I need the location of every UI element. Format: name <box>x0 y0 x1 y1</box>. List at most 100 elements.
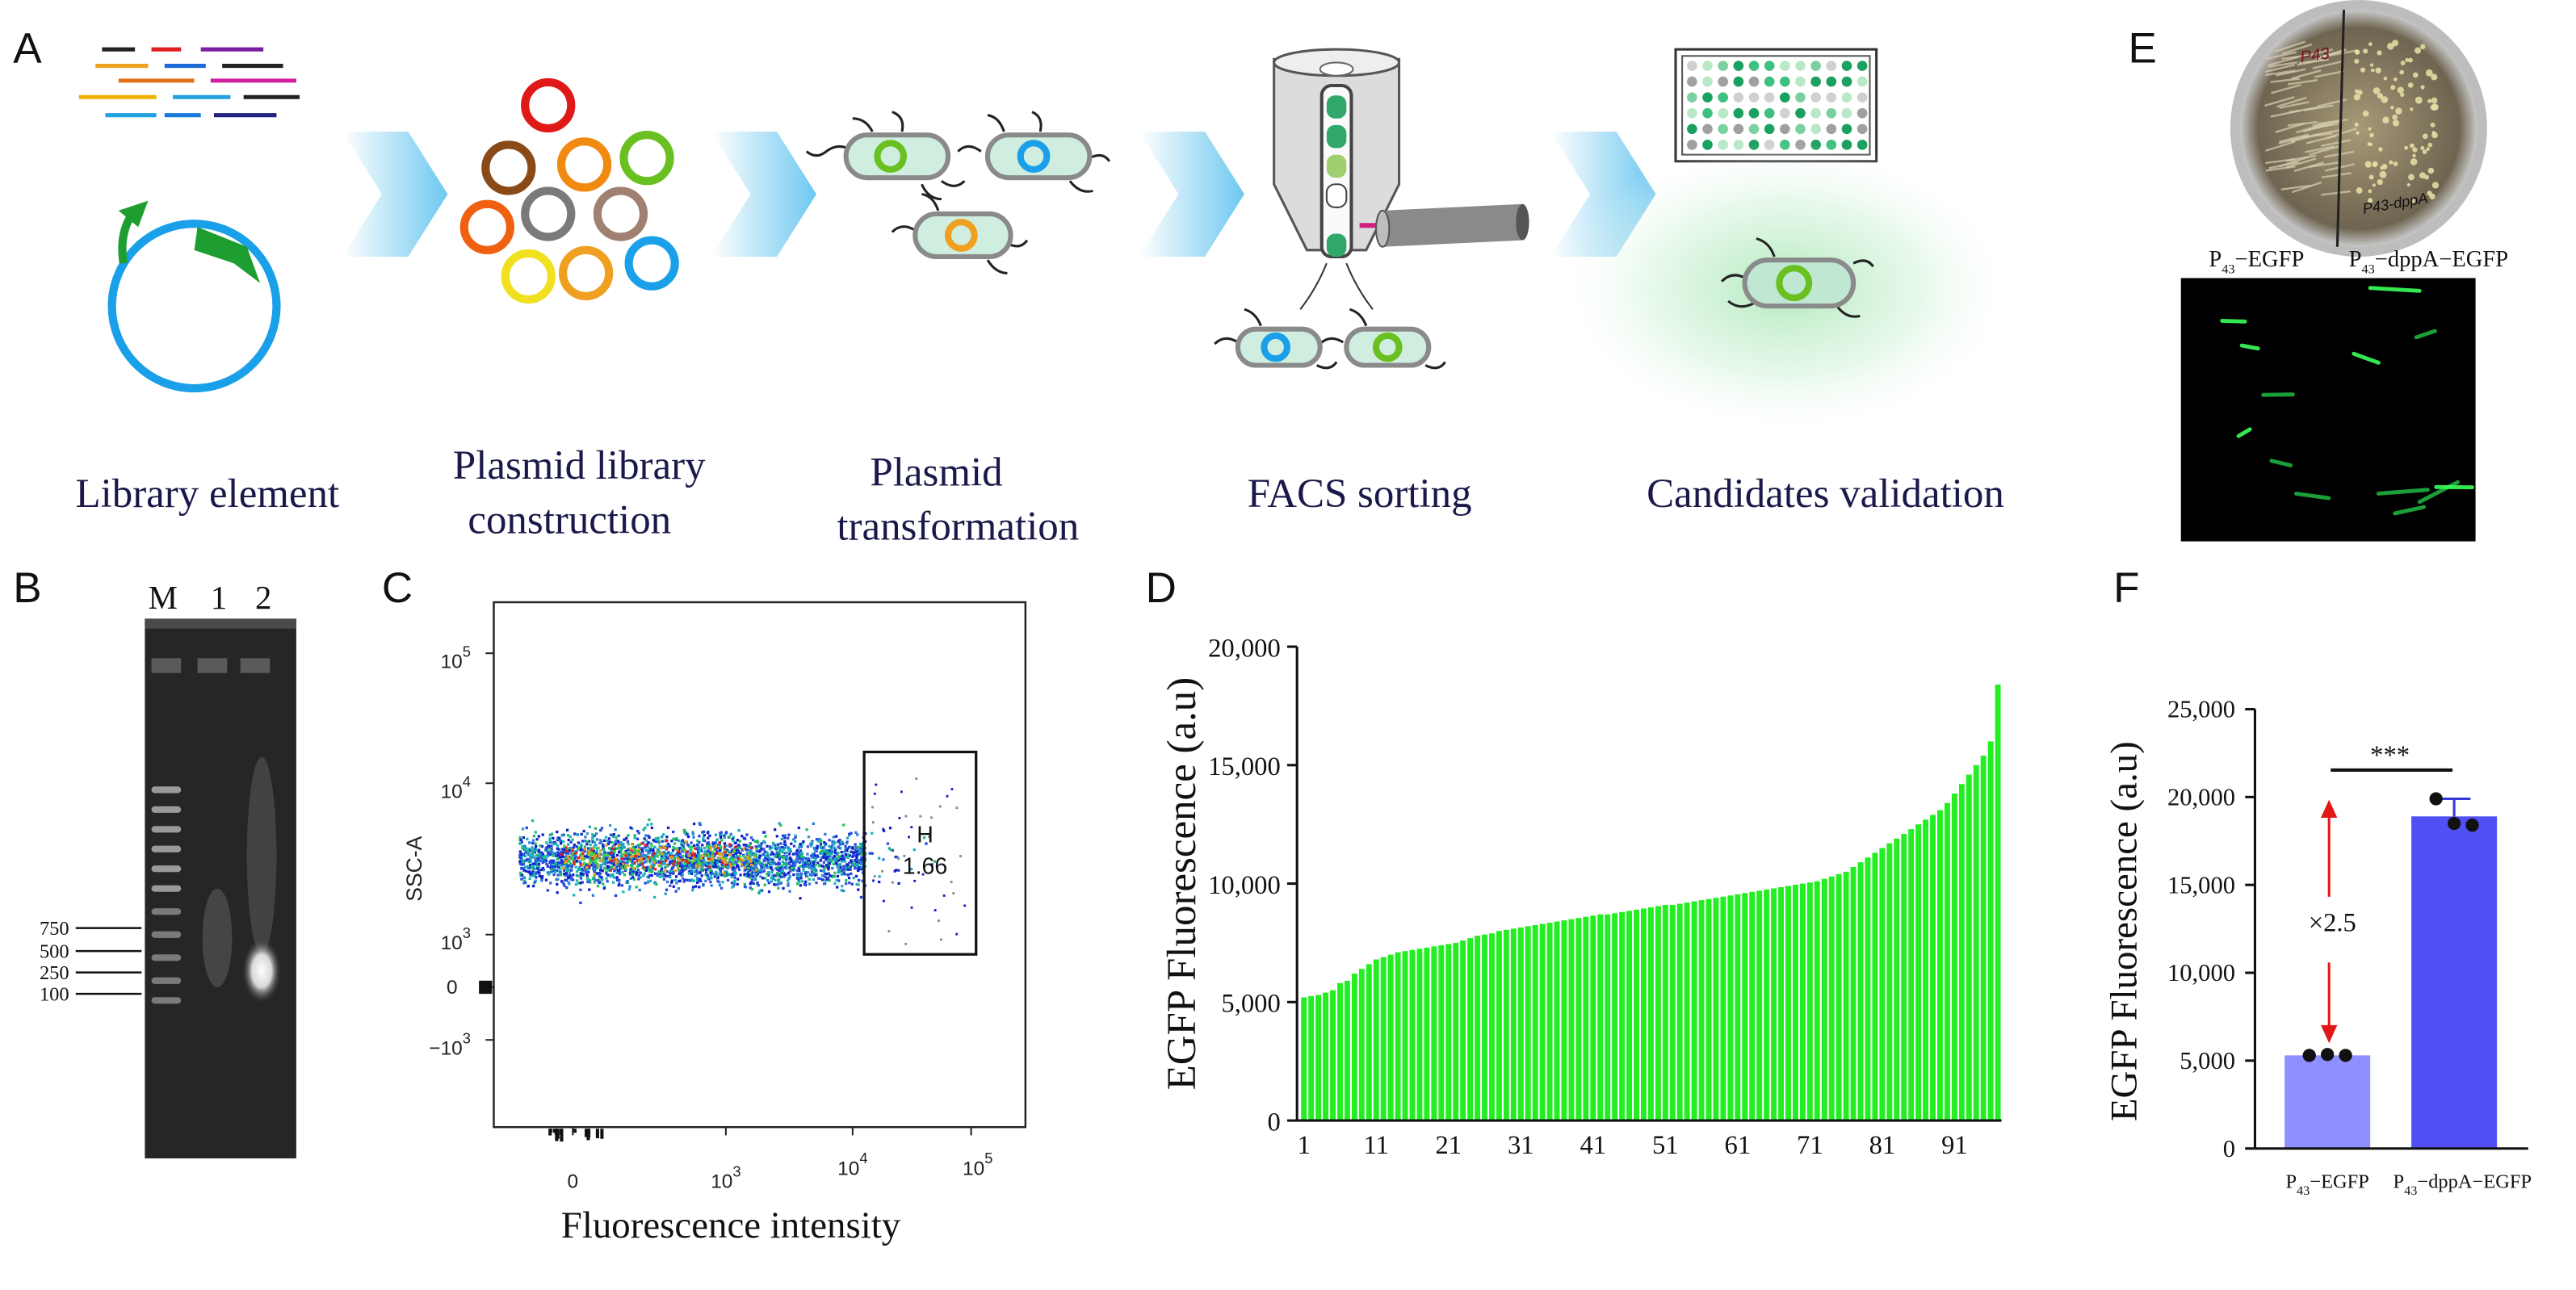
flow-y-tick: −103 <box>429 1029 471 1059</box>
d-bar <box>1438 945 1444 1120</box>
d-y-tick-label: 20,000 <box>1208 634 1281 663</box>
d-y-tick-label: 15,000 <box>1208 752 1281 781</box>
d-bar <box>1793 885 1798 1120</box>
gel-marker-250: 250 <box>40 962 69 984</box>
panel-b-gel: M 1 2 750 500 250 100 <box>40 580 296 1158</box>
d-bar <box>1815 882 1820 1120</box>
gel-marker-500: 500 <box>40 940 69 962</box>
d-bar <box>1475 936 1480 1120</box>
f-bar <box>2411 816 2497 1148</box>
d-bar <box>1345 981 1350 1120</box>
d-bar <box>1908 829 1914 1120</box>
d-bar <box>1800 884 1806 1121</box>
d-bar <box>1879 848 1885 1121</box>
d-bar <box>1562 920 1567 1120</box>
d-bar <box>1575 918 1581 1120</box>
panel-label-a: A <box>13 24 42 72</box>
d-bar <box>1952 794 1957 1120</box>
gel-lane-label-1: 1 <box>211 580 227 616</box>
d-x-tick-label: 41 <box>1580 1131 1606 1160</box>
gate-name: H <box>917 823 933 848</box>
d-bar <box>1966 775 1972 1121</box>
d-bar <box>1945 803 1950 1120</box>
panel-e-microscopy <box>2181 278 2476 541</box>
d-bar <box>1424 948 1429 1120</box>
d-bar <box>1626 911 1632 1120</box>
f-data-point <box>2321 1048 2334 1061</box>
plate-label-left: P43−EGFP <box>2209 247 2304 276</box>
d-bar <box>1518 928 1524 1120</box>
d-bar <box>1489 933 1495 1120</box>
d-bar <box>1460 940 1466 1120</box>
panel-a-workflow: Library element Plasmid library construc… <box>75 49 2016 549</box>
d-x-tick-label: 21 <box>1435 1131 1462 1160</box>
d-bar <box>1568 919 1574 1120</box>
f-y-tick-label: 25,000 <box>2167 696 2235 723</box>
d-bar <box>1308 996 1314 1120</box>
d-bar <box>1930 815 1936 1120</box>
d-bar <box>1453 943 1458 1120</box>
panel-label-e: E <box>2129 24 2157 72</box>
d-bar <box>1323 993 1328 1120</box>
d-bar <box>1540 924 1546 1120</box>
d-bar <box>1959 784 1965 1120</box>
d-bar <box>1482 935 1487 1120</box>
d-y-axis-label: EGFP Fluorescence (a.u) <box>1160 677 1205 1091</box>
d-bar <box>1974 765 1979 1120</box>
significance-label: *** <box>2370 741 2410 770</box>
f-y-tick-label: 15,000 <box>2167 871 2235 898</box>
d-bar <box>1337 983 1343 1120</box>
d-bar <box>1496 931 1502 1120</box>
step-label-2: Plasmid library construction <box>453 443 715 542</box>
d-bar <box>1467 938 1473 1120</box>
workflow-arrow-3 <box>1139 132 1244 257</box>
d-bar <box>1684 903 1690 1120</box>
d-bar <box>1511 928 1517 1120</box>
d-bar <box>1388 955 1394 1120</box>
plasmid-library-icon <box>464 82 675 299</box>
fold-change-label: ×2.5 <box>2309 909 2356 938</box>
d-bar <box>1822 879 1827 1120</box>
d-bar <box>1590 915 1596 1120</box>
d-bar <box>1894 839 1899 1120</box>
d-y-tick-label: 10,000 <box>1208 871 1281 900</box>
d-x-tick-label: 81 <box>1869 1131 1896 1160</box>
d-bar <box>1504 930 1509 1120</box>
flow-x-tick: 103 <box>711 1162 740 1192</box>
f-bar <box>2284 1055 2370 1148</box>
d-bar <box>1330 991 1336 1120</box>
d-bar <box>1352 974 1357 1120</box>
step-label-4: FACS sorting <box>1248 471 1472 517</box>
d-bar <box>1756 890 1762 1120</box>
d-bar <box>1374 959 1379 1120</box>
step-label-3: Plasmid transformation <box>837 450 1079 549</box>
d-x-tick-label: 91 <box>1941 1131 1968 1160</box>
d-x-tick-label: 31 <box>1508 1131 1534 1160</box>
d-bar <box>1597 915 1603 1120</box>
d-bar <box>1634 910 1639 1120</box>
d-bar <box>1417 949 1423 1120</box>
d-bar <box>1807 882 1813 1120</box>
d-bar <box>1829 877 1835 1120</box>
d-bar <box>1706 899 1712 1120</box>
d-bar <box>1836 874 1842 1120</box>
d-x-tick-label: 51 <box>1652 1131 1679 1160</box>
panel-c-flow-plot: H 1.66 105 104 103 0 −103 SSC-A 0 103 10… <box>402 602 1026 1246</box>
f-y-tick-label: 5,000 <box>2180 1047 2235 1074</box>
gel-marker-100: 100 <box>40 983 69 1005</box>
d-bar <box>1699 900 1705 1120</box>
panel-e-plate-photo: P43 P43-dppA P43−EGFP P43−dppA−EGFP <box>2209 0 2508 276</box>
gel-lane-label-m: M <box>149 580 178 616</box>
d-x-tick-label: 1 <box>1298 1131 1311 1160</box>
d-bar <box>1771 888 1777 1120</box>
d-bar <box>1720 897 1726 1120</box>
d-bar <box>1923 819 1928 1120</box>
step-label-5: Candidates validation <box>1647 471 2004 517</box>
panel-label-b: B <box>13 564 41 612</box>
d-bar <box>1915 824 1921 1120</box>
d-bar <box>1858 862 1864 1120</box>
d-bar <box>1359 969 1365 1120</box>
